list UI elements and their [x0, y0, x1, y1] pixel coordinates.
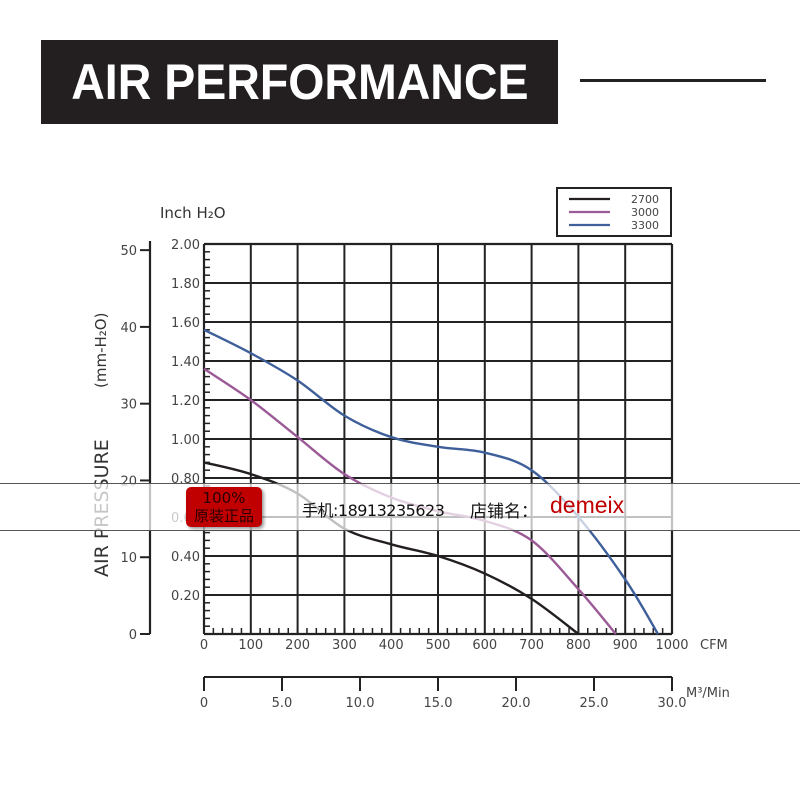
- chart-grid: [202, 242, 674, 636]
- y-tick-label-mm: 10: [120, 551, 137, 566]
- chart-title: AIR PERFORMANCE: [70, 54, 529, 110]
- store-name: demeix: [550, 492, 625, 518]
- x-tick-label-m3: 0: [200, 696, 208, 711]
- x-axis-unit-m3: M³/Min: [686, 686, 730, 701]
- x-tick-label-cfm: 700: [519, 638, 544, 653]
- title-banner: AIR PERFORMANCE: [41, 40, 558, 124]
- watermark-band: [0, 483, 800, 531]
- y-tick-label-inch: 1.80: [171, 277, 200, 292]
- legend-label-2700: 2700: [631, 193, 659, 206]
- legend-label-3300: 3300: [631, 219, 659, 232]
- x-tick-label-m3: 10.0: [346, 696, 375, 711]
- curve-3300: [203, 328, 659, 635]
- x-tick-label-cfm: 900: [613, 638, 638, 653]
- curve-2700: [203, 461, 580, 635]
- badge-text: 原装正品: [193, 507, 254, 525]
- x-tick-label-cfm: 1000: [655, 638, 688, 653]
- x-tick-label-cfm: 200: [285, 638, 310, 653]
- x-tick-label-cfm: 800: [566, 638, 591, 653]
- title-divider: [580, 79, 766, 82]
- x-tick-label-m3: 25.0: [580, 696, 609, 711]
- y-axis-unit-inch: Inch H₂O: [160, 204, 226, 222]
- y-tick-label-inch: 0.20: [171, 589, 200, 604]
- x-tick-label-cfm: 500: [426, 638, 451, 653]
- y-tick-label-inch: 2.00: [171, 238, 200, 253]
- y-axis-unit-mm: (mm-H₂O): [92, 313, 110, 388]
- phone-number: 手机:18913235623: [302, 501, 445, 520]
- y-tick-label-mm: 40: [120, 321, 137, 336]
- y-tick-label-inch: 1.20: [171, 394, 200, 409]
- x-tick-label-m3: 15.0: [424, 696, 453, 711]
- y-tick-label-inch: 0.40: [171, 550, 200, 565]
- x-tick-label-m3: 30.0: [658, 696, 687, 711]
- y-tick-label-mm: 0: [129, 628, 137, 643]
- y-tick-label-mm: 30: [120, 398, 137, 413]
- y-tick-label-inch: 1.00: [171, 433, 200, 448]
- x-tick-label-m3: 5.0: [272, 696, 293, 711]
- authentic-badge: 100% 原装正品: [186, 487, 262, 527]
- x-tick-label-cfm: 400: [379, 638, 404, 653]
- x-tick-label-m3: 20.0: [502, 696, 531, 711]
- x-tick-label-cfm: 600: [472, 638, 497, 653]
- x-tick-label-cfm: 100: [238, 638, 263, 653]
- x-tick-label-cfm: 0: [200, 638, 208, 653]
- x-axis-unit-cfm: CFM: [700, 638, 728, 653]
- store-label: 店铺名：: [470, 502, 538, 522]
- badge-percent: 100%: [202, 489, 246, 507]
- y-tick-label-mm: 50: [120, 244, 137, 259]
- legend-label-3000: 3000: [631, 206, 659, 219]
- x-tick-label-cfm: 300: [332, 638, 357, 653]
- y-tick-label-inch: 1.40: [171, 355, 200, 370]
- performance-curves: [203, 328, 659, 635]
- y-tick-label-inch: 1.60: [171, 316, 200, 331]
